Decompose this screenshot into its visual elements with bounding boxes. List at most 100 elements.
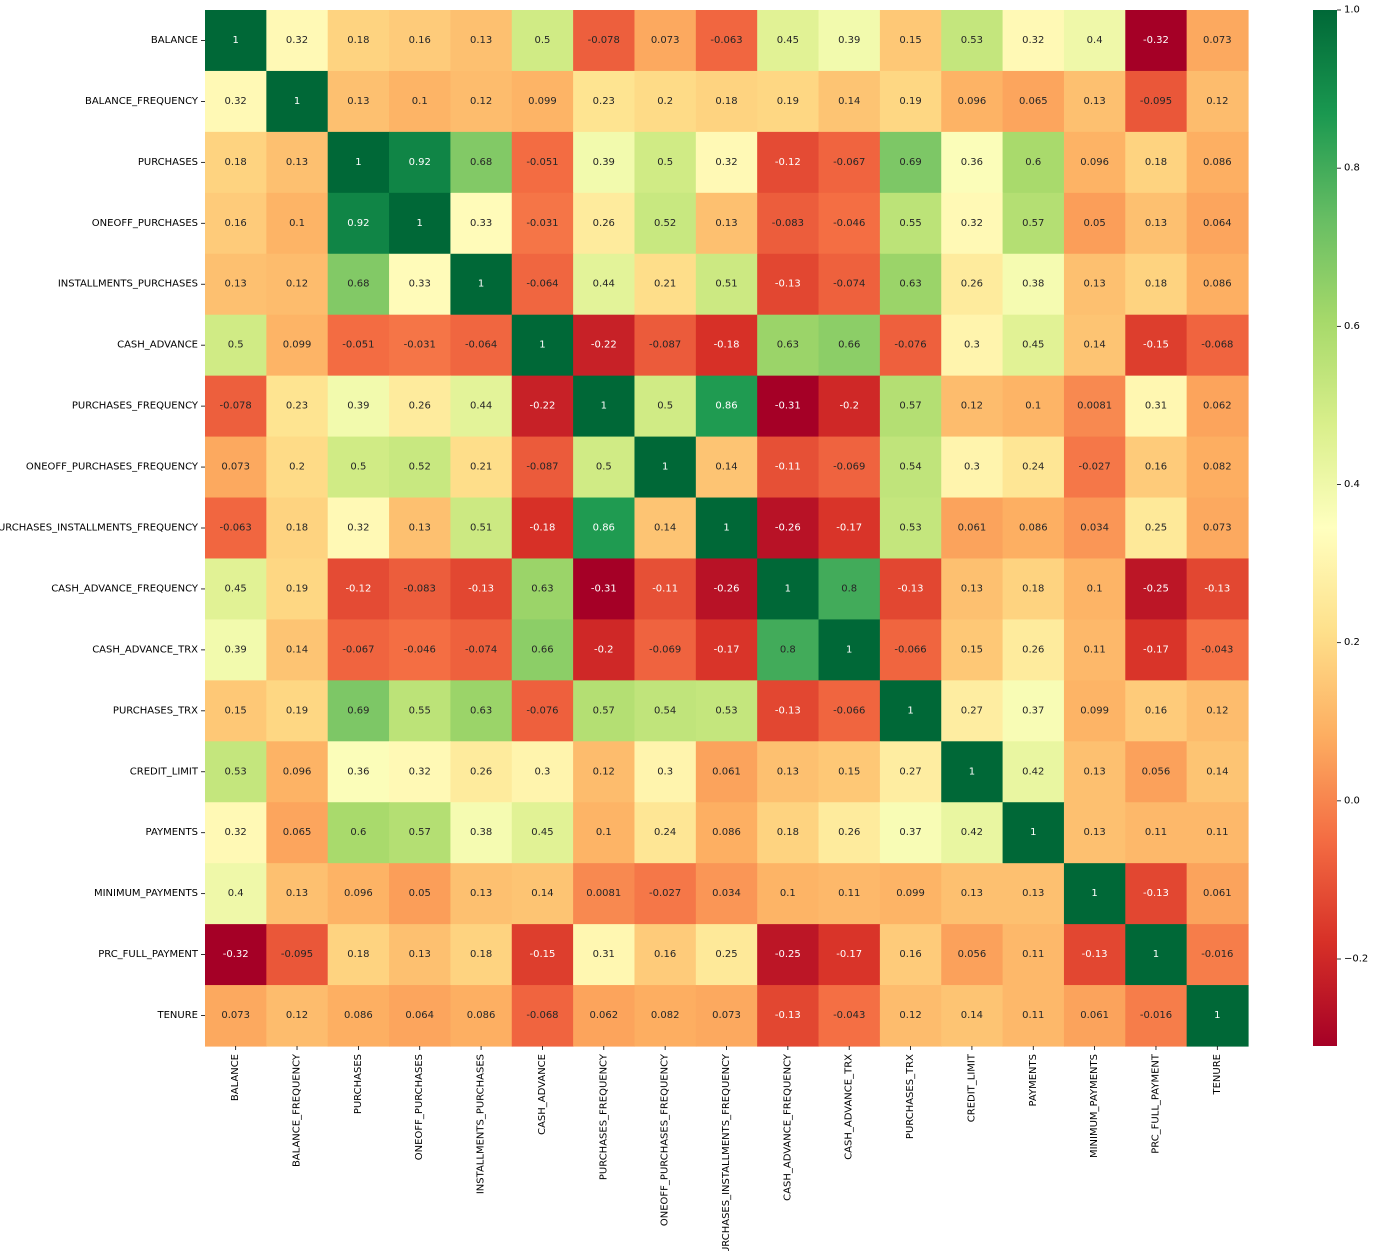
cell-annotation: 0.065 (1019, 96, 1048, 107)
heatmap-cell (941, 558, 1004, 621)
cell-annotation: 0.44 (593, 279, 615, 290)
heatmap-cell (205, 10, 267, 72)
cell-annotation: -0.046 (833, 218, 865, 229)
cell-annotation: 0.13 (1022, 888, 1044, 899)
heatmap-cell (1186, 802, 1249, 864)
cell-annotation: 0.19 (286, 583, 308, 594)
heatmap-cell (1002, 436, 1065, 499)
heatmap-cell (450, 619, 513, 681)
heatmap-cell (1002, 924, 1065, 986)
heatmap-cell (266, 375, 329, 438)
heatmap-cell (450, 497, 513, 560)
cell-annotation: 0.4 (1087, 35, 1103, 46)
heatmap-cell (573, 924, 636, 986)
heatmap-cell (1186, 619, 1249, 681)
heatmap-cell (1063, 863, 1126, 925)
heatmap-cell (941, 253, 1004, 316)
heatmap-cell (327, 131, 390, 194)
cell-annotation: 0.42 (1022, 766, 1044, 777)
heatmap-cell (1186, 131, 1249, 194)
cell-annotation: 0.086 (344, 1010, 373, 1021)
cell-annotation: 0.12 (470, 96, 492, 107)
heatmap-cell (879, 558, 942, 621)
heatmap-cell (450, 863, 513, 925)
heatmap-cell (941, 985, 1004, 1047)
cell-annotation: 0.061 (1080, 1010, 1109, 1021)
cell-annotation: 0.5 (657, 401, 673, 412)
heatmap-cell (511, 253, 574, 316)
heatmap-cell (511, 131, 574, 194)
cell-annotation: 0.3 (964, 462, 980, 473)
heatmap-cell (1125, 436, 1188, 499)
heatmap-cell (450, 802, 513, 864)
cell-annotation: 0.44 (470, 401, 492, 412)
heatmap-cell (879, 192, 942, 255)
heatmap-cells: 1 0.32 0.18 0.16 0.13 0.5 -0.078 0.073 -0.063 0.4… (205, 10, 1249, 1047)
cell-annotation: 0.086 (1203, 157, 1232, 168)
x-tick-label: PURCHASES_INSTALLMENTS_FREQUENCY (721, 1053, 732, 1251)
heatmap-cell (1002, 558, 1065, 621)
heatmap-cell (205, 497, 267, 560)
cell-annotation: 0.32 (225, 96, 247, 107)
cell-annotation: 1 (232, 35, 238, 46)
cell-annotation: 0.26 (961, 279, 983, 290)
heatmap-cell (266, 924, 329, 986)
cell-annotation: 0.062 (589, 1010, 618, 1021)
cell-annotation: 0.3 (657, 766, 673, 777)
cell-annotation: 0.16 (225, 218, 247, 229)
heatmap-cell (1125, 314, 1188, 377)
x-tick-label: PURCHASES (353, 1054, 364, 1114)
cell-annotation: 0.061 (1203, 888, 1232, 899)
y-tick-label: BALANCE (151, 35, 198, 46)
heatmap-cell (511, 619, 574, 681)
cell-annotation: -0.22 (530, 401, 556, 412)
cell-annotation: 0.37 (899, 827, 921, 838)
heatmap-cell (1002, 802, 1065, 864)
x-tick-label: ONEOFF_PURCHASES_FREQUENCY (660, 1053, 671, 1226)
heatmap-cell (1186, 985, 1249, 1047)
x-tick-label: CASH_ADVANCE_FREQUENCY (782, 1053, 793, 1201)
cell-annotation: 0.69 (347, 705, 369, 716)
cell-annotation: 0.13 (777, 766, 799, 777)
cell-annotation: 0.57 (899, 401, 921, 412)
heatmap-cell (389, 802, 452, 864)
colorbar-tick-label: 0.0 (1344, 795, 1360, 806)
heatmap-cell (573, 558, 636, 621)
heatmap-cell (389, 985, 452, 1047)
heatmap-cell (695, 436, 758, 499)
cell-annotation: 1 (539, 340, 545, 351)
heatmap-cell (695, 558, 758, 621)
cell-annotation: 0.32 (1022, 35, 1044, 46)
cell-annotation: -0.17 (1143, 644, 1169, 655)
cell-annotation: 0.2 (289, 462, 305, 473)
cell-annotation: -0.12 (775, 157, 801, 168)
cell-annotation: 0.15 (225, 705, 247, 716)
cell-annotation: -0.095 (281, 949, 313, 960)
heatmap-cell (1186, 253, 1249, 316)
cell-annotation: -0.031 (526, 218, 558, 229)
cell-annotation: 0.086 (1203, 279, 1232, 290)
cell-annotation: -0.067 (833, 157, 865, 168)
heatmap-cell (818, 375, 881, 438)
cell-annotation: -0.068 (526, 1010, 558, 1021)
cell-annotation: -0.31 (775, 401, 801, 412)
heatmap-cell (634, 802, 697, 864)
cell-annotation: 0.0081 (586, 888, 621, 899)
cell-annotation: -0.083 (772, 218, 804, 229)
cell-annotation: 1 (355, 157, 361, 168)
colorbar-tick-label: 0.2 (1344, 637, 1360, 648)
x-tick-label: PURCHASES_FREQUENCY (598, 1053, 609, 1180)
heatmap-cell (941, 924, 1004, 986)
cell-annotation: 0.23 (286, 401, 308, 412)
cell-annotation: 0.18 (715, 96, 737, 107)
cell-annotation: 0.54 (899, 462, 921, 473)
cell-annotation: -0.031 (404, 340, 436, 351)
cell-annotation: -0.016 (1140, 1010, 1172, 1021)
cell-annotation: -0.078 (220, 401, 252, 412)
y-tick-label: PURCHASES (138, 157, 198, 168)
cell-annotation: 0.12 (1206, 96, 1228, 107)
cell-annotation: 0.19 (899, 96, 921, 107)
cell-annotation: -0.31 (591, 583, 617, 594)
cell-annotation: 1 (1214, 1010, 1220, 1021)
cell-annotation: 0.13 (409, 949, 431, 960)
